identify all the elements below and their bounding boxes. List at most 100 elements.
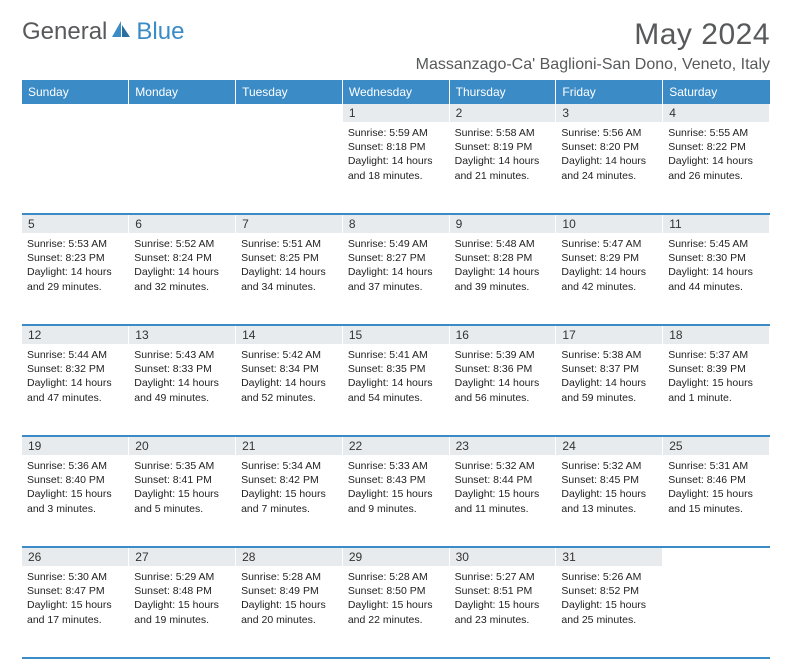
day-details: Sunrise: 5:53 AMSunset: 8:23 PMDaylight:… (27, 237, 123, 294)
day-content-cell: Sunrise: 5:32 AMSunset: 8:45 PMDaylight:… (556, 455, 663, 547)
page-title: May 2024 (416, 18, 770, 52)
day-content-cell: Sunrise: 5:28 AMSunset: 8:50 PMDaylight:… (342, 566, 449, 658)
day-details: Sunrise: 5:41 AMSunset: 8:35 PMDaylight:… (348, 348, 444, 405)
day-content-cell: Sunrise: 5:37 AMSunset: 8:39 PMDaylight:… (663, 344, 770, 436)
day-number-cell: 17 (556, 325, 663, 344)
day-number-cell: 31 (556, 547, 663, 566)
day-content-cell: Sunrise: 5:33 AMSunset: 8:43 PMDaylight:… (342, 455, 449, 547)
day-content-cell: Sunrise: 5:27 AMSunset: 8:51 PMDaylight:… (449, 566, 556, 658)
day-details: Sunrise: 5:27 AMSunset: 8:51 PMDaylight:… (455, 570, 551, 627)
title-block: May 2024 Massanzago-Ca' Baglioni-San Don… (416, 18, 770, 74)
day-details: Sunrise: 5:32 AMSunset: 8:45 PMDaylight:… (561, 459, 657, 516)
day-details: Sunrise: 5:28 AMSunset: 8:50 PMDaylight:… (348, 570, 444, 627)
day-content-cell: Sunrise: 5:35 AMSunset: 8:41 PMDaylight:… (129, 455, 236, 547)
header: General Blue May 2024 Massanzago-Ca' Bag… (22, 18, 770, 74)
day-content-cell: Sunrise: 5:49 AMSunset: 8:27 PMDaylight:… (342, 233, 449, 325)
day-number-row: 1234 (22, 104, 770, 122)
weekday-header: Saturday (663, 80, 770, 104)
day-number-cell: 6 (129, 214, 236, 233)
day-number-cell: 27 (129, 547, 236, 566)
location-text: Massanzago-Ca' Baglioni-San Dono, Veneto… (416, 56, 770, 74)
calendar-table: SundayMondayTuesdayWednesdayThursdayFrid… (22, 80, 770, 659)
weekday-header-row: SundayMondayTuesdayWednesdayThursdayFrid… (22, 80, 770, 104)
day-details: Sunrise: 5:34 AMSunset: 8:42 PMDaylight:… (241, 459, 337, 516)
day-details: Sunrise: 5:51 AMSunset: 8:25 PMDaylight:… (241, 237, 337, 294)
day-number-cell: 28 (236, 547, 343, 566)
day-content-cell: Sunrise: 5:34 AMSunset: 8:42 PMDaylight:… (236, 455, 343, 547)
day-number-cell: 9 (449, 214, 556, 233)
day-number-cell: 16 (449, 325, 556, 344)
day-content-cell: Sunrise: 5:30 AMSunset: 8:47 PMDaylight:… (22, 566, 129, 658)
day-details: Sunrise: 5:36 AMSunset: 8:40 PMDaylight:… (27, 459, 123, 516)
day-details: Sunrise: 5:52 AMSunset: 8:24 PMDaylight:… (134, 237, 230, 294)
day-content-cell (129, 122, 236, 214)
week-content-row: Sunrise: 5:44 AMSunset: 8:32 PMDaylight:… (22, 344, 770, 436)
day-details: Sunrise: 5:37 AMSunset: 8:39 PMDaylight:… (668, 348, 764, 405)
day-details: Sunrise: 5:49 AMSunset: 8:27 PMDaylight:… (348, 237, 444, 294)
day-number-cell: 5 (22, 214, 129, 233)
day-details: Sunrise: 5:56 AMSunset: 8:20 PMDaylight:… (561, 126, 657, 183)
logo-sail-icon (109, 18, 134, 46)
day-number-cell: 26 (22, 547, 129, 566)
day-details: Sunrise: 5:32 AMSunset: 8:44 PMDaylight:… (455, 459, 551, 516)
day-details: Sunrise: 5:48 AMSunset: 8:28 PMDaylight:… (455, 237, 551, 294)
day-number-row: 567891011 (22, 214, 770, 233)
day-content-cell: Sunrise: 5:58 AMSunset: 8:19 PMDaylight:… (449, 122, 556, 214)
day-details: Sunrise: 5:31 AMSunset: 8:46 PMDaylight:… (668, 459, 764, 516)
day-number-cell: 4 (663, 104, 770, 122)
day-content-cell: Sunrise: 5:32 AMSunset: 8:44 PMDaylight:… (449, 455, 556, 547)
day-number-cell: 20 (129, 436, 236, 455)
day-details: Sunrise: 5:39 AMSunset: 8:36 PMDaylight:… (455, 348, 551, 405)
day-number-cell: 19 (22, 436, 129, 455)
week-content-row: Sunrise: 5:53 AMSunset: 8:23 PMDaylight:… (22, 233, 770, 325)
day-content-cell: Sunrise: 5:48 AMSunset: 8:28 PMDaylight:… (449, 233, 556, 325)
weekday-header: Wednesday (342, 80, 449, 104)
day-content-cell: Sunrise: 5:29 AMSunset: 8:48 PMDaylight:… (129, 566, 236, 658)
day-details: Sunrise: 5:28 AMSunset: 8:49 PMDaylight:… (241, 570, 337, 627)
day-number-cell: 21 (236, 436, 343, 455)
day-content-cell: Sunrise: 5:39 AMSunset: 8:36 PMDaylight:… (449, 344, 556, 436)
day-details: Sunrise: 5:38 AMSunset: 8:37 PMDaylight:… (561, 348, 657, 405)
calendar-body: 1234Sunrise: 5:59 AMSunset: 8:18 PMDayli… (22, 104, 770, 658)
day-number-row: 262728293031 (22, 547, 770, 566)
day-details: Sunrise: 5:58 AMSunset: 8:19 PMDaylight:… (455, 126, 551, 183)
day-details: Sunrise: 5:35 AMSunset: 8:41 PMDaylight:… (134, 459, 230, 516)
day-content-cell: Sunrise: 5:53 AMSunset: 8:23 PMDaylight:… (22, 233, 129, 325)
day-content-cell (22, 122, 129, 214)
day-number-cell: 14 (236, 325, 343, 344)
day-number-cell: 22 (342, 436, 449, 455)
day-number-cell: 18 (663, 325, 770, 344)
day-content-cell (663, 566, 770, 658)
week-content-row: Sunrise: 5:30 AMSunset: 8:47 PMDaylight:… (22, 566, 770, 658)
day-number-cell: 29 (342, 547, 449, 566)
day-number-cell: 25 (663, 436, 770, 455)
day-number-cell: 2 (449, 104, 556, 122)
day-content-cell (236, 122, 343, 214)
weekday-header: Monday (129, 80, 236, 104)
day-content-cell: Sunrise: 5:38 AMSunset: 8:37 PMDaylight:… (556, 344, 663, 436)
day-number-cell: 8 (342, 214, 449, 233)
day-content-cell: Sunrise: 5:52 AMSunset: 8:24 PMDaylight:… (129, 233, 236, 325)
day-number-cell: 24 (556, 436, 663, 455)
day-content-cell: Sunrise: 5:45 AMSunset: 8:30 PMDaylight:… (663, 233, 770, 325)
weekday-header: Sunday (22, 80, 129, 104)
day-content-cell: Sunrise: 5:42 AMSunset: 8:34 PMDaylight:… (236, 344, 343, 436)
day-details: Sunrise: 5:42 AMSunset: 8:34 PMDaylight:… (241, 348, 337, 405)
logo: General Blue (22, 18, 184, 46)
day-content-cell: Sunrise: 5:59 AMSunset: 8:18 PMDaylight:… (342, 122, 449, 214)
day-content-cell: Sunrise: 5:44 AMSunset: 8:32 PMDaylight:… (22, 344, 129, 436)
weekday-header: Thursday (449, 80, 556, 104)
day-number-cell: 11 (663, 214, 770, 233)
day-content-cell: Sunrise: 5:36 AMSunset: 8:40 PMDaylight:… (22, 455, 129, 547)
day-number-cell (663, 547, 770, 566)
day-details: Sunrise: 5:45 AMSunset: 8:30 PMDaylight:… (668, 237, 764, 294)
day-details: Sunrise: 5:43 AMSunset: 8:33 PMDaylight:… (134, 348, 230, 405)
day-number-cell: 10 (556, 214, 663, 233)
week-content-row: Sunrise: 5:36 AMSunset: 8:40 PMDaylight:… (22, 455, 770, 547)
day-content-cell: Sunrise: 5:56 AMSunset: 8:20 PMDaylight:… (556, 122, 663, 214)
day-number-row: 12131415161718 (22, 325, 770, 344)
day-content-cell: Sunrise: 5:43 AMSunset: 8:33 PMDaylight:… (129, 344, 236, 436)
weekday-header: Tuesday (236, 80, 343, 104)
week-content-row: Sunrise: 5:59 AMSunset: 8:18 PMDaylight:… (22, 122, 770, 214)
day-number-cell (22, 104, 129, 122)
